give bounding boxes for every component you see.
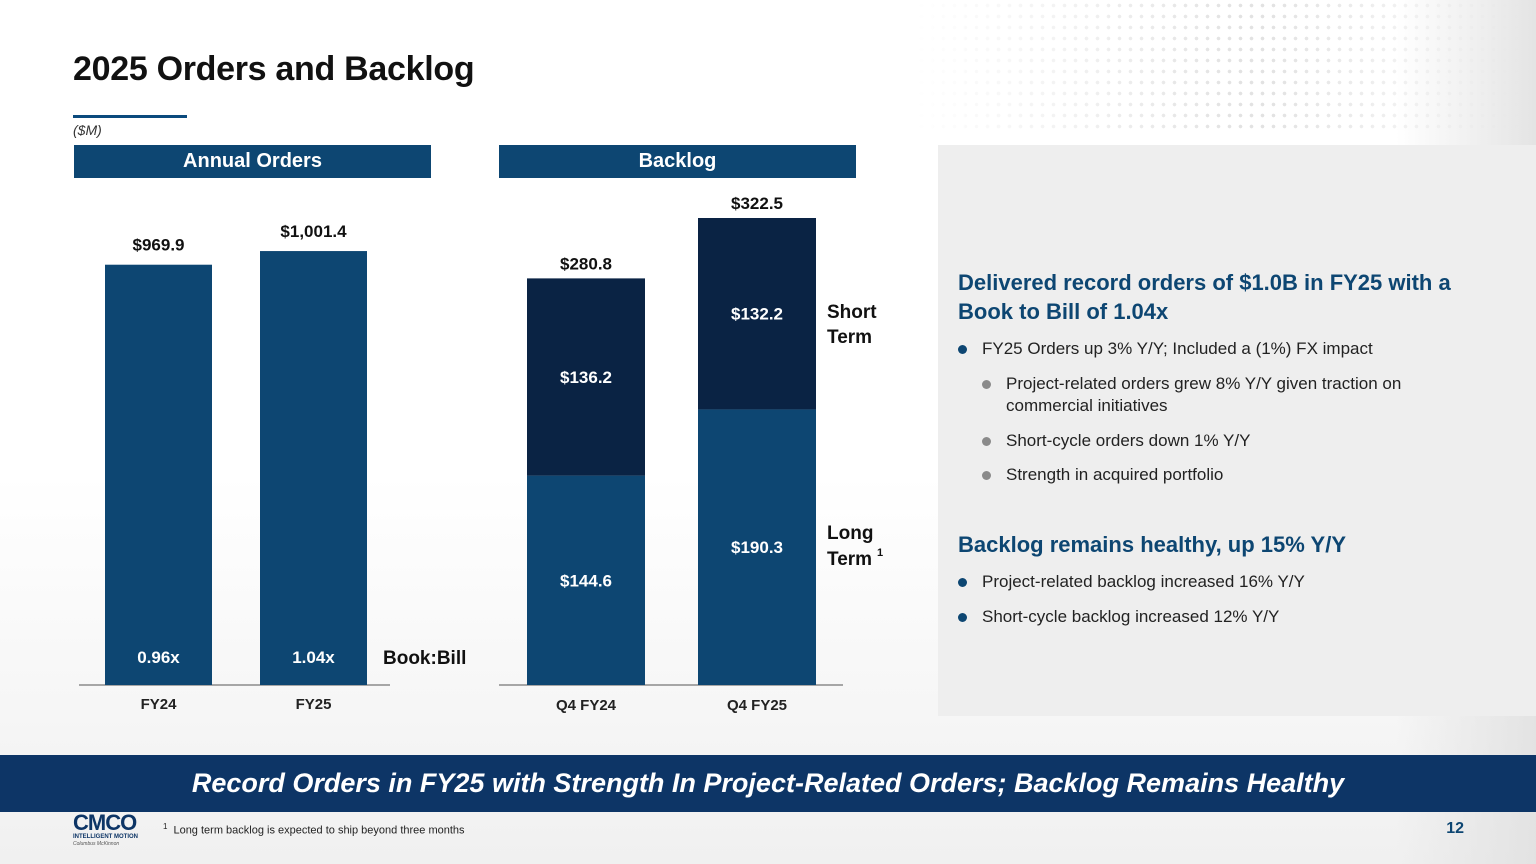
logo-company: Columbus McKinnon (73, 841, 120, 847)
backlog-header: Backlog (499, 145, 856, 178)
bullet-dot (958, 345, 967, 354)
page-number: 12 (1446, 820, 1464, 837)
footnote-text: Long term backlog is expected to ship be… (173, 824, 465, 837)
units-label: ($M) (73, 122, 102, 138)
orders-backlog-chart: $969.9 0.96x FY24 $1,001.4 1.04x FY25 Book:Bil… (79, 194, 883, 714)
backlog-segment-label: $190.3 (731, 538, 783, 557)
book-to-bill-label: Book:Bill (383, 648, 466, 669)
backlog-segment-label: $136.2 (560, 368, 612, 387)
footnote-marker: 1 (163, 822, 168, 831)
backlog-segment-short-term (698, 218, 816, 410)
info-heading-backlog: Backlog remains healthy, up 15% Y/Y (958, 532, 1346, 557)
logo-mark: CMCO (73, 810, 137, 835)
bullet-project-backlog: Project-related backlog increased 16% Y/… (958, 571, 1305, 593)
backlog-total-label: $280.8 (560, 254, 612, 273)
bullet-orders-up: FY25 Orders up 3% Y/Y; Included a (1%) F… (958, 338, 1373, 360)
orders-value-label: $969.9 (133, 236, 185, 255)
legend-long-line2: Term (827, 549, 872, 570)
backlog-segment-long-term (527, 475, 645, 685)
orders-value-label: $1,001.4 (280, 222, 347, 241)
title-underline (73, 115, 187, 118)
backlog-segment-label: $144.6 (560, 571, 612, 590)
company-logo: CMCO INTELLIGENT MOTION Columbus McKinno… (73, 810, 143, 848)
backlog-segment-label: $132.2 (731, 305, 783, 324)
page-title: 2025 Orders and Backlog (73, 50, 475, 88)
backlog-segment-short-term (527, 278, 645, 476)
backlog-category-label: Q4 FY25 (727, 697, 787, 714)
info-heading-orders: Delivered record orders of $1.0B in FY25… (958, 270, 1451, 324)
bullet-dot (958, 613, 967, 622)
bullet-dot (982, 471, 991, 480)
bullet-project-orders: Project-related orders grew 8% Y/Y given… (982, 373, 1476, 417)
orders-bar-fy24 (105, 264, 212, 685)
legend-long-line1: Long (827, 523, 873, 544)
orders-category-label: FY24 (141, 696, 178, 713)
legend-short-line2: Term (827, 327, 872, 348)
summary-banner: Record Orders in FY25 with Strength In P… (0, 755, 1536, 812)
bullet-dot (958, 578, 967, 587)
legend-long-superscript: 1 (877, 547, 883, 559)
book-to-bill-value: 1.04x (292, 648, 335, 667)
bullet-acquired-portfolio: Strength in acquired portfolio (982, 464, 1223, 486)
backlog-segment-long-term (698, 409, 816, 685)
bullet-dot (982, 437, 991, 446)
logo-tagline: INTELLIGENT MOTION (73, 834, 138, 840)
backlog-category-label: Q4 FY24 (556, 697, 617, 714)
annual-orders-header: Annual Orders (74, 145, 431, 178)
backlog-total-label: $322.5 (731, 194, 783, 213)
legend-short-line1: Short (827, 302, 877, 323)
orders-category-label: FY25 (296, 696, 332, 713)
book-to-bill-value: 0.96x (137, 648, 180, 667)
orders-bar-fy25 (260, 251, 367, 685)
footnote: 1 Long term backlog is expected to ship b… (163, 822, 465, 837)
bullet-short-cycle-backlog: Short-cycle backlog increased 12% Y/Y (958, 606, 1279, 628)
bullet-short-cycle-orders: Short-cycle orders down 1% Y/Y (982, 430, 1250, 452)
info-panel (938, 145, 1536, 716)
bullet-dot (982, 380, 991, 389)
